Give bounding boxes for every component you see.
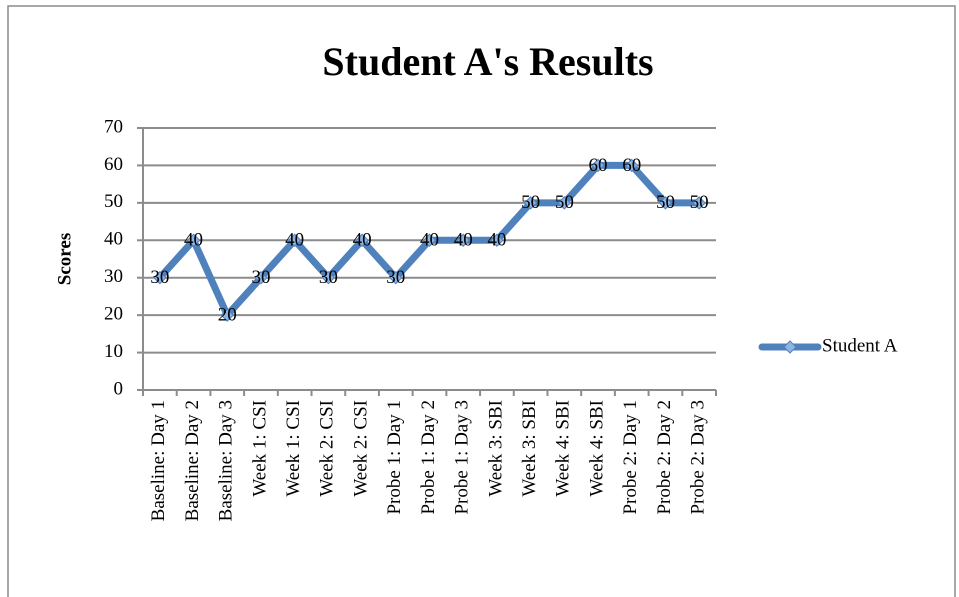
- y-tick-label: 0: [114, 378, 124, 399]
- marker: [321, 271, 336, 285]
- data-label: 60: [589, 155, 608, 176]
- marker: [456, 233, 470, 247]
- data-label: 50: [690, 192, 709, 213]
- data-label: 30: [319, 267, 338, 288]
- data-label: 40: [454, 230, 473, 251]
- data-label: 40: [420, 230, 439, 251]
- marker: [692, 196, 706, 210]
- y-tick-label: 60: [104, 154, 123, 175]
- x-tick-label: Probe 2: Day 3: [688, 400, 709, 515]
- x-tick-label: Baseline: Day 3: [216, 400, 237, 521]
- data-label: 30: [386, 267, 405, 288]
- data-label: 40: [184, 230, 203, 251]
- data-label: 40: [285, 230, 304, 251]
- x-tick-label: Week 3: SBI: [519, 400, 540, 497]
- x-tick-label: Week 1: CSI: [249, 400, 270, 497]
- marker: [287, 233, 302, 247]
- marker: [389, 271, 403, 285]
- legend-label: Student A: [822, 335, 898, 356]
- marker: [490, 233, 504, 247]
- marker: [422, 233, 437, 247]
- x-tick-label: Probe 1: Day 2: [418, 400, 439, 515]
- data-label: 30: [150, 267, 169, 288]
- x-tick-label: Probe 1: Day 3: [452, 400, 473, 515]
- data-label: 60: [622, 155, 641, 176]
- y-tick-label: 40: [104, 229, 123, 250]
- x-tick-label: Week 2: CSI: [350, 400, 371, 497]
- x-tick-label: Probe 1: Day 1: [384, 400, 405, 515]
- marker: [523, 196, 538, 210]
- marker: [254, 271, 268, 285]
- marker: [557, 196, 572, 210]
- marker: [220, 308, 234, 322]
- x-tick-label: Probe 2: Day 2: [654, 400, 675, 515]
- marker: [658, 196, 673, 210]
- data-label: 50: [521, 192, 540, 213]
- x-tick-label: Week 3: SBI: [485, 400, 506, 497]
- marker: [355, 233, 369, 247]
- x-tick-label: Week 2: CSI: [317, 400, 338, 497]
- marker: [186, 233, 201, 247]
- y-tick-label: 30: [104, 266, 123, 287]
- data-label: 40: [487, 230, 506, 251]
- chart-frame: [7, 5, 956, 597]
- x-tick-label: Baseline: Day 1: [148, 400, 169, 521]
- y-axis-label: Scores: [54, 233, 75, 285]
- x-tick-label: Probe 2: Day 1: [620, 400, 641, 515]
- x-tick-label: Baseline: Day 2: [182, 400, 203, 521]
- marker: [153, 271, 167, 285]
- y-tick-label: 50: [104, 191, 123, 212]
- data-label: 40: [353, 230, 372, 251]
- x-tick-label: Week 4: SBI: [553, 400, 574, 497]
- data-label: 50: [555, 192, 574, 213]
- legend-marker: [783, 340, 797, 354]
- data-label: 30: [251, 267, 270, 288]
- marker: [591, 158, 605, 173]
- y-tick-label: 20: [104, 304, 123, 325]
- chart-title: Student A's Results: [322, 39, 653, 84]
- x-tick-label: Week 1: CSI: [283, 400, 304, 497]
- data-label: 50: [656, 192, 675, 213]
- y-tick-label: 70: [104, 116, 123, 137]
- marker: [625, 158, 639, 173]
- y-tick-label: 10: [104, 341, 123, 362]
- data-label: 20: [218, 305, 237, 326]
- x-tick-label: Week 4: SBI: [586, 400, 607, 497]
